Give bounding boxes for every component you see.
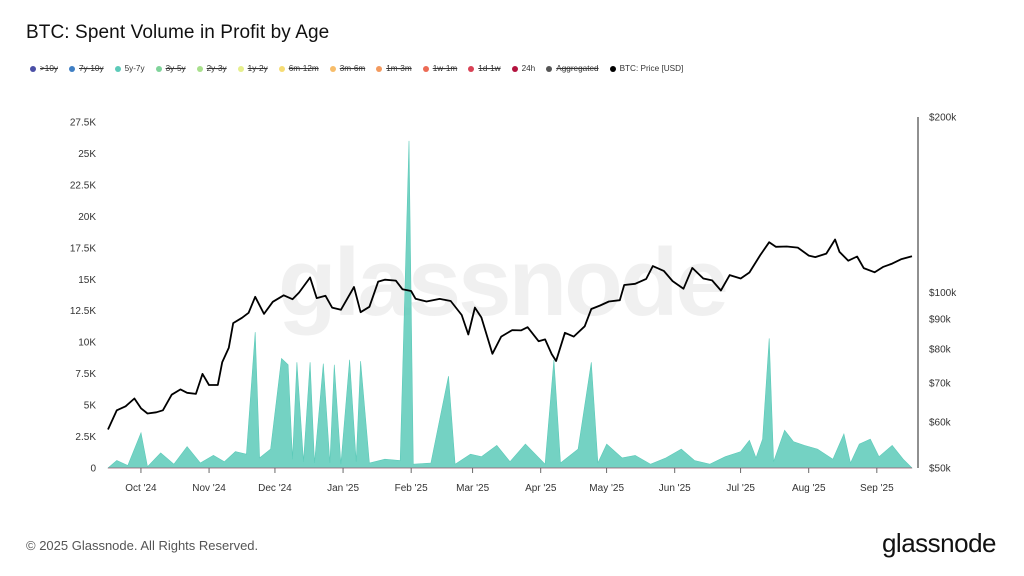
x-tick-label: Mar '25	[456, 483, 489, 494]
legend-item[interactable]: 1d-1w	[468, 64, 501, 73]
legend-item[interactable]: 24h	[511, 64, 536, 73]
legend-swatch	[511, 65, 518, 72]
legend-item[interactable]: 1m-3m	[376, 64, 412, 73]
legend-label: 6m-12m	[288, 64, 319, 73]
legend-label: 2y-3y	[206, 64, 227, 73]
legend-label: 24h	[521, 64, 536, 73]
legend-label: 5y-7y	[124, 64, 145, 73]
legend-item[interactable]: 3y-5y	[155, 64, 186, 73]
x-tick-label: Oct '24	[125, 483, 157, 494]
legend-label: 1w-1m	[432, 64, 458, 73]
legend-label: 1m-3m	[386, 64, 412, 73]
btc-price-line	[107, 238, 913, 430]
legend-item[interactable]: 2y-3y	[196, 64, 227, 73]
legend-swatch	[68, 65, 75, 72]
legend-label: 1y-2y	[247, 64, 268, 73]
legend-label: 7y-10y	[78, 64, 104, 73]
legend-swatch	[30, 65, 36, 72]
x-tick-label: Feb '25	[395, 483, 428, 494]
y-left-tick-label: 0	[90, 464, 96, 475]
legend-label: BTC: Price [USD]	[619, 64, 684, 73]
y-right-tick-label: $80k	[929, 344, 952, 355]
legend-label: 3y-5y	[165, 64, 186, 73]
legend-swatch	[468, 65, 475, 72]
legend-swatch	[422, 65, 429, 72]
y-left-tick-label: 27.5K	[70, 118, 96, 129]
y-left-tick-label: 15K	[78, 275, 96, 286]
legend-label: 3m-6m	[339, 64, 366, 73]
y-left-tick-label: 10K	[78, 338, 96, 349]
legend-item[interactable]: 1y-2y	[237, 64, 268, 73]
x-tick-label: Aug '25	[792, 483, 826, 494]
legend-item[interactable]: Aggregated	[546, 64, 599, 73]
y-left-tick-label: 25K	[78, 149, 96, 160]
legend-item[interactable]: >10y	[30, 64, 58, 73]
legend-swatch	[196, 65, 203, 72]
y-right-tick-label: $70k	[929, 378, 952, 389]
y-right-tick-label: $50k	[929, 464, 952, 475]
x-tick-label: Apr '25	[525, 483, 557, 494]
legend-swatch	[278, 65, 285, 72]
y-left-tick-label: 17.5K	[70, 243, 96, 254]
legend-item[interactable]: 1w-1m	[422, 64, 458, 73]
y-left-tick-label: 7.5K	[75, 369, 96, 380]
legend-item[interactable]: 3m-6m	[329, 64, 366, 73]
chart-legend: >10y 7y-10y 5y-7y 3y-5y 2y-3y 1y-2y 6m-12m 3m-6…	[30, 64, 694, 73]
x-tick-label: Jun '25	[659, 483, 691, 494]
area-series-5y-7y	[107, 140, 913, 469]
legend-swatch	[609, 65, 616, 72]
brand-logo: glassnode	[881, 528, 997, 558]
y-left-tick-label: 5K	[84, 401, 97, 412]
legend-swatch	[114, 65, 121, 72]
y-left-tick-label: 20K	[78, 212, 96, 223]
y-right-tick-label: $90k	[929, 315, 952, 326]
legend-label: >10y	[40, 64, 58, 73]
x-tick-label: Nov '24	[192, 483, 226, 494]
x-tick-label: Sep '25	[860, 483, 894, 494]
y-left-tick-label: 12.5K	[70, 306, 96, 317]
y-right-tick-label: $60k	[929, 417, 952, 428]
legend-swatch	[546, 65, 553, 72]
legend-swatch	[376, 65, 383, 72]
legend-label: 1d-1w	[478, 64, 501, 73]
copyright-footer: © 2025 Glassnode. All Rights Reserved.	[26, 538, 259, 553]
chart-title: BTC: Spent Volume in Profit by Age	[26, 22, 330, 43]
y-right-tick-label: $100k	[929, 288, 957, 299]
x-tick-label: May '25	[589, 483, 624, 494]
y-left-tick-label: 2.5K	[75, 432, 96, 443]
legend-swatch	[329, 65, 336, 72]
x-tick-label: Jan '25	[327, 483, 359, 494]
x-tick-label: Dec '24	[258, 483, 292, 494]
legend-label: Aggregated	[556, 64, 599, 73]
legend-swatch	[237, 65, 244, 72]
legend-item[interactable]: BTC: Price [USD]	[609, 64, 684, 73]
y-right-tick-label: $200k	[929, 113, 957, 124]
legend-item[interactable]: 5y-7y	[114, 64, 145, 73]
legend-item[interactable]: 7y-10y	[68, 64, 104, 73]
x-tick-label: Jul '25	[726, 483, 755, 494]
legend-item[interactable]: 6m-12m	[278, 64, 319, 73]
legend-swatch	[155, 65, 162, 72]
y-left-tick-label: 22.5K	[70, 180, 96, 191]
